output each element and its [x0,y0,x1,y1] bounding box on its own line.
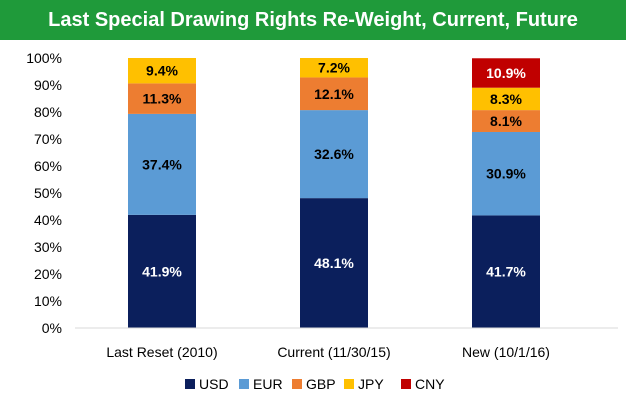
data-label-eur: 37.4% [142,156,182,172]
category-labels: Last Reset (2010) Current (11/30/15) New (… [106,344,550,360]
bars-group: 41.9% 37.4% 11.3% 9.4% 48.1% 32.6% 12.1% 7.2% 41… [128,58,540,328]
x-category-label: Last Reset (2010) [106,344,217,360]
bar-segment-cny [472,58,540,88]
bar-segment-gbp [300,77,368,111]
legend-swatch-jpy [344,379,354,389]
data-label-jpy: 7.2% [318,60,350,76]
legend-swatch-gbp [292,379,302,389]
bar-segment-jpy [128,58,196,84]
stacked-bar-chart: 0% 10% 20% 30% 40% 50% 60% 70% 80% 90% 100% 41.9% 3… [26,50,618,392]
data-label-usd: 41.9% [142,263,182,279]
data-label-usd: 48.1% [314,255,354,271]
y-tick-label: 100% [26,50,62,66]
legend-swatch-cny [401,379,411,389]
y-axis-tick-labels: 0% 10% 20% 30% 40% 50% 60% 70% 80% 90% 100% [26,50,62,336]
y-tick-label: 30% [34,239,62,255]
bar-segment-eur [472,131,540,216]
y-tick-label: 0% [42,320,62,336]
y-tick-label: 10% [34,293,62,309]
y-tick-label: 40% [34,212,62,228]
data-label-usd: 41.7% [486,264,526,280]
data-label-gbp: 8.1% [490,113,522,129]
x-category-label: New (10/1/16) [462,344,550,360]
y-tick-label: 50% [34,185,62,201]
data-label-gbp: 11.3% [143,91,182,107]
chart-title: Last Special Drawing Rights Re-Weight, C… [0,0,626,40]
bar-segment-usd [472,215,540,328]
data-label-jpy: 9.4% [146,63,178,79]
legend-label-jpy: JPY [358,376,384,392]
data-label-eur: 30.9% [486,166,526,182]
bar-segment-jpy [472,87,540,111]
legend-label-usd: USD [199,376,229,392]
bar-segment-eur [128,113,196,215]
y-tick-label: 70% [34,131,62,147]
y-tick-label: 60% [34,158,62,174]
y-tick-label: 20% [34,266,62,282]
data-label-jpy: 8.3% [490,91,522,107]
bar-segment-usd [128,214,196,328]
bar-segment-eur [300,110,368,199]
legend-label-eur: EUR [253,376,283,392]
bar-segment-jpy [300,58,368,78]
x-category-label: Current (11/30/15) [277,344,390,360]
data-label-gbp: 12.1% [314,86,354,102]
legend-label-gbp: GBP [306,376,336,392]
data-label-cny: 10.9% [486,65,526,81]
bar-segment-gbp [128,83,196,114]
y-tick-label: 90% [34,77,62,93]
bar-segment-usd [300,198,368,328]
bar-segment-gbp [472,110,540,132]
data-label-eur: 32.6% [314,146,354,162]
legend-swatch-usd [185,379,195,389]
legend-swatch-eur [239,379,249,389]
legend-label-cny: CNY [415,376,445,392]
y-tick-label: 80% [34,104,62,120]
legend: USD EUR GBP JPY CNY [185,376,445,392]
